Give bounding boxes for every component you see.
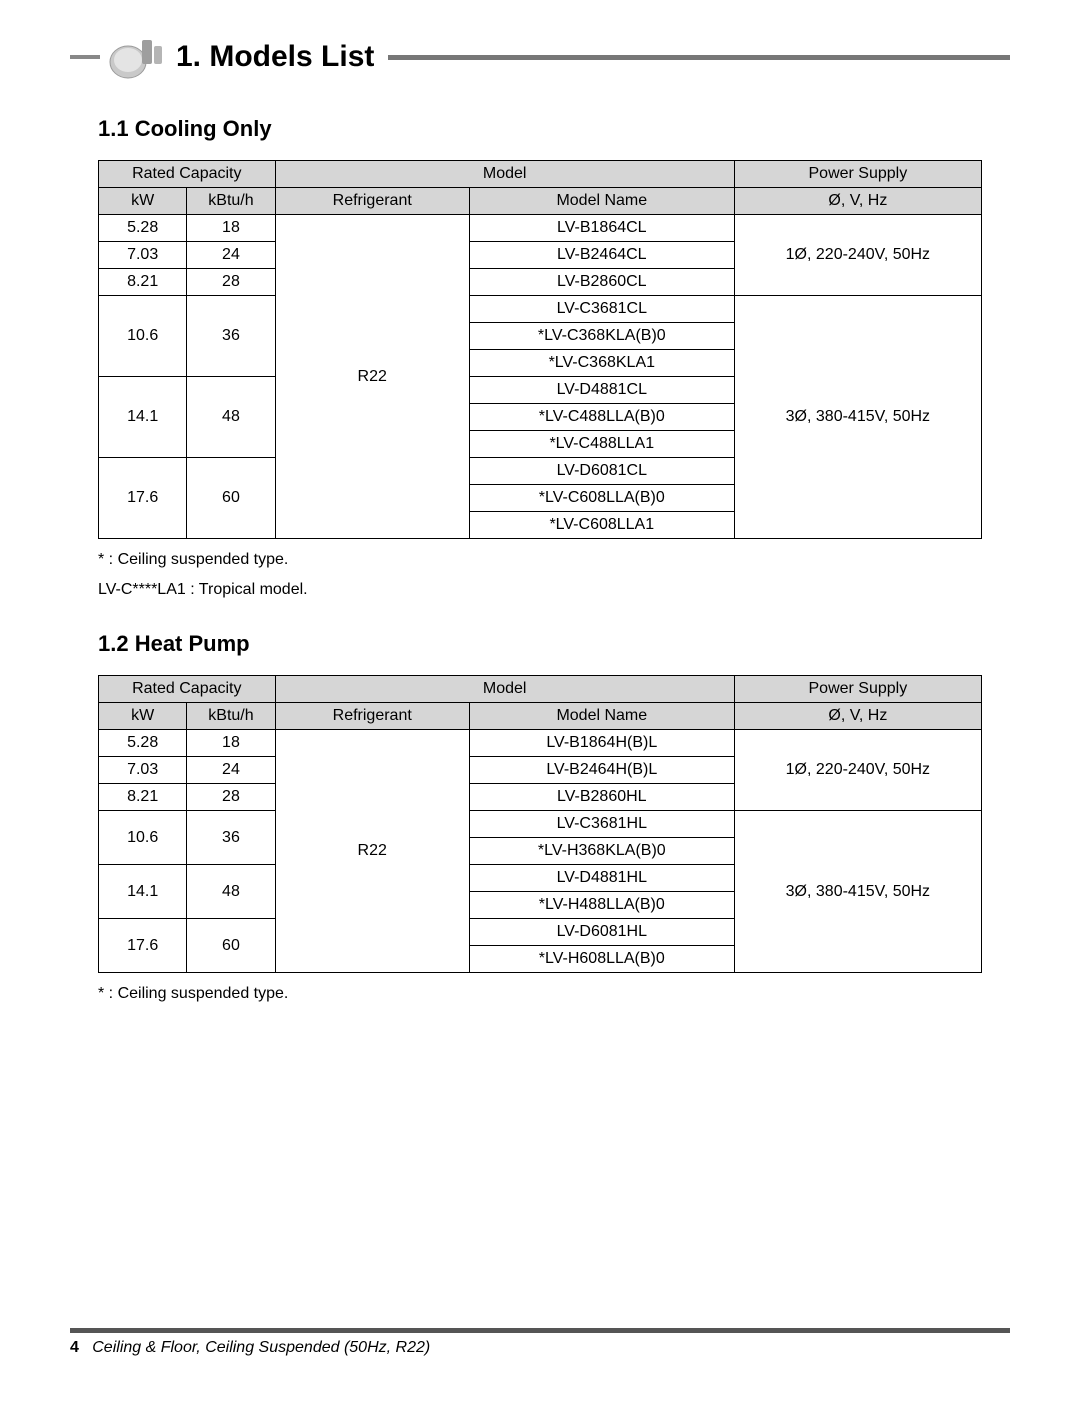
th-rated-capacity: Rated Capacity <box>99 161 276 188</box>
cell-model: *LV-C608LLA(B)0 <box>469 485 734 512</box>
note-text: * : Ceiling suspended type. <box>98 551 1010 569</box>
cell-model: LV-B1864CL <box>469 215 734 242</box>
cell-model: LV-D6081CL <box>469 458 734 485</box>
cell-kb: 28 <box>187 269 275 296</box>
footer-text: 4 Ceiling & Floor, Ceiling Suspended (50… <box>70 1339 1010 1357</box>
page-number: 4 <box>70 1339 79 1356</box>
title-lead-rule <box>70 55 100 59</box>
th-power-supply: Power Supply <box>734 676 981 703</box>
cell-model: LV-D4881HL <box>469 865 734 892</box>
note-text: LV-C****LA1 : Tropical model. <box>98 581 1010 599</box>
th-model-name: Model Name <box>469 703 734 730</box>
page-footer: 4 Ceiling & Floor, Ceiling Suspended (50… <box>70 1328 1010 1357</box>
lg-logo-icon <box>106 30 170 84</box>
cell-kw: 17.6 <box>99 919 187 973</box>
page-title-row: 1. Models List <box>70 30 1010 84</box>
cell-model: LV-D6081HL <box>469 919 734 946</box>
cell-refrigerant: R22 <box>275 730 469 973</box>
th-refrigerant: Refrigerant <box>275 703 469 730</box>
th-model-name: Model Name <box>469 188 734 215</box>
cell-model: *LV-H368KLA(B)0 <box>469 838 734 865</box>
cell-kb: 36 <box>187 296 275 377</box>
cell-kw: 10.6 <box>99 811 187 865</box>
footer-rule <box>70 1328 1010 1333</box>
cell-refrigerant: R22 <box>275 215 469 539</box>
th-model: Model <box>275 676 734 703</box>
cell-kb: 24 <box>187 757 275 784</box>
cell-power: 1Ø, 220-240V, 50Hz <box>734 215 981 296</box>
cell-kb: 60 <box>187 919 275 973</box>
cell-model: LV-D4881CL <box>469 377 734 404</box>
cell-kb: 60 <box>187 458 275 539</box>
table-row: 5.28 18 R22 LV-B1864CL 1Ø, 220-240V, 50H… <box>99 215 982 242</box>
th-kw: kW <box>99 703 187 730</box>
cell-model: *LV-C368KLA1 <box>469 350 734 377</box>
cell-kw: 5.28 <box>99 215 187 242</box>
th-kw: kW <box>99 188 187 215</box>
cell-kw: 7.03 <box>99 242 187 269</box>
cell-kb: 28 <box>187 784 275 811</box>
th-model: Model <box>275 161 734 188</box>
cell-model: LV-B1864H(B)L <box>469 730 734 757</box>
cell-model: *LV-C608LLA1 <box>469 512 734 539</box>
cell-model: *LV-C368KLA(B)0 <box>469 323 734 350</box>
th-refrigerant: Refrigerant <box>275 188 469 215</box>
cell-kw: 8.21 <box>99 784 187 811</box>
section-heading-cooling: 1.1 Cooling Only <box>98 116 1010 142</box>
th-power-supply: Power Supply <box>734 161 981 188</box>
cell-model: *LV-H488LLA(B)0 <box>469 892 734 919</box>
cell-model: *LV-C488LLA1 <box>469 431 734 458</box>
cell-kw: 7.03 <box>99 757 187 784</box>
table-row: 10.6 36 LV-C3681CL 3Ø, 380-415V, 50Hz <box>99 296 982 323</box>
section-heading-heat: 1.2 Heat Pump <box>98 631 1010 657</box>
cooling-table: Rated Capacity Model Power Supply kW kBt… <box>98 160 982 539</box>
cell-power: 3Ø, 380-415V, 50Hz <box>734 811 981 973</box>
cell-kb: 24 <box>187 242 275 269</box>
cell-model: LV-B2860CL <box>469 269 734 296</box>
cell-model: *LV-C488LLA(B)0 <box>469 404 734 431</box>
cell-kw: 5.28 <box>99 730 187 757</box>
cell-model: *LV-H608LLA(B)0 <box>469 946 734 973</box>
table-row: 5.28 18 R22 LV-B1864H(B)L 1Ø, 220-240V, … <box>99 730 982 757</box>
cell-kb: 48 <box>187 377 275 458</box>
cell-kb: 18 <box>187 730 275 757</box>
th-kbtuh: kBtu/h <box>187 188 275 215</box>
cell-model: LV-B2464H(B)L <box>469 757 734 784</box>
title-rule <box>388 55 1010 60</box>
note-text: * : Ceiling suspended type. <box>98 985 1010 1003</box>
cell-model: LV-C3681CL <box>469 296 734 323</box>
th-kbtuh: kBtu/h <box>187 703 275 730</box>
cell-kw: 14.1 <box>99 865 187 919</box>
th-rated-capacity: Rated Capacity <box>99 676 276 703</box>
th-ovhz: Ø, V, Hz <box>734 188 981 215</box>
cell-model: LV-B2464CL <box>469 242 734 269</box>
table-row: 10.6 36 LV-C3681HL 3Ø, 380-415V, 50Hz <box>99 811 982 838</box>
cell-power: 3Ø, 380-415V, 50Hz <box>734 296 981 539</box>
heat-table: Rated Capacity Model Power Supply kW kBt… <box>98 675 982 973</box>
cell-kb: 18 <box>187 215 275 242</box>
cell-kw: 8.21 <box>99 269 187 296</box>
page-title: 1. Models List <box>176 40 374 74</box>
cell-kw: 10.6 <box>99 296 187 377</box>
footer-desc: Ceiling & Floor, Ceiling Suspended (50Hz… <box>92 1339 430 1356</box>
cell-kb: 36 <box>187 811 275 865</box>
th-ovhz: Ø, V, Hz <box>734 703 981 730</box>
cell-kw: 14.1 <box>99 377 187 458</box>
cell-model: LV-B2860HL <box>469 784 734 811</box>
cell-kb: 48 <box>187 865 275 919</box>
cell-model: LV-C3681HL <box>469 811 734 838</box>
cell-kw: 17.6 <box>99 458 187 539</box>
cell-power: 1Ø, 220-240V, 50Hz <box>734 730 981 811</box>
